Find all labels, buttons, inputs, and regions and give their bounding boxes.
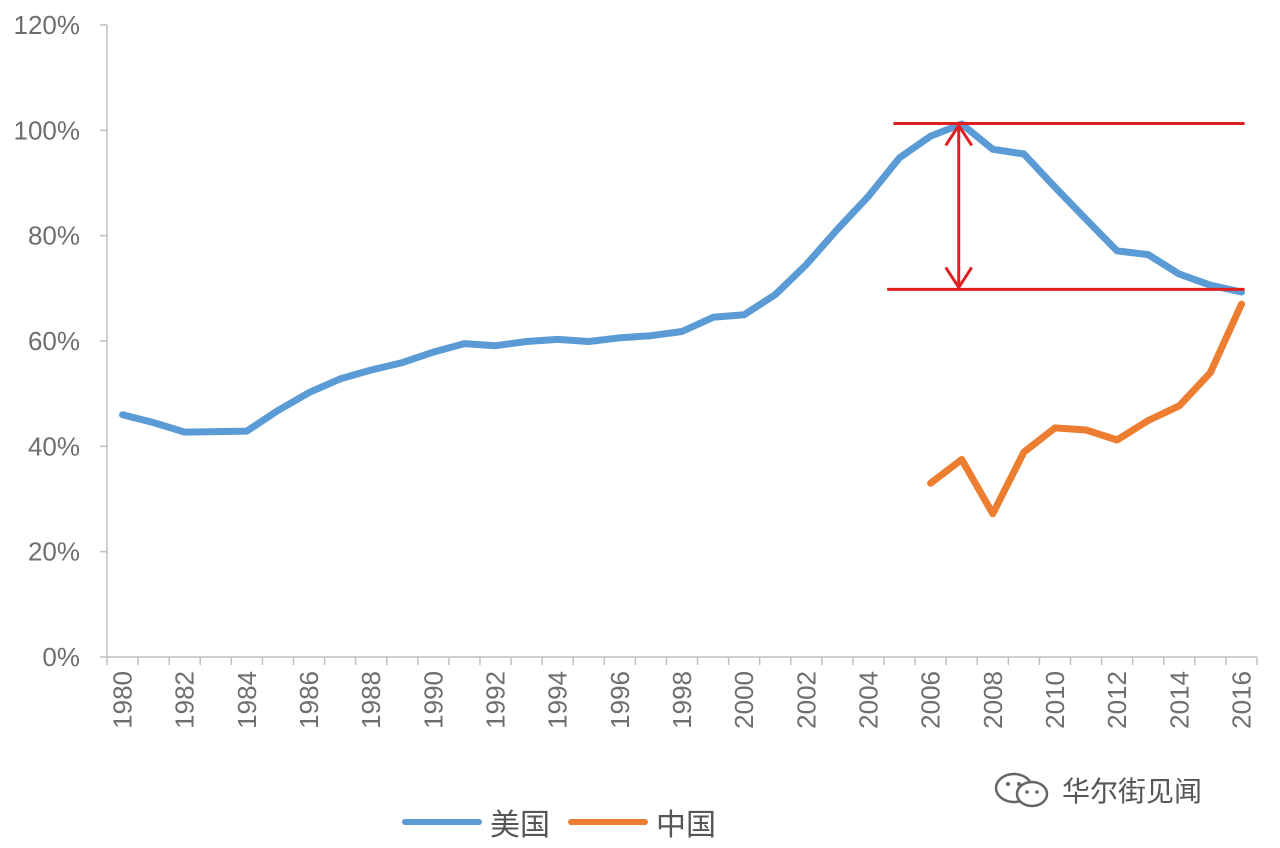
y-tick-label: 100% [14, 115, 81, 145]
series-line-usa [119, 120, 1245, 436]
series-lines [119, 120, 1245, 518]
y-tick-label: 40% [28, 431, 80, 461]
legend-label-china: 中国 [656, 808, 716, 843]
wechat-icon [992, 770, 1056, 810]
y-tick-label: 60% [28, 326, 80, 356]
legend-swatch-china [568, 819, 648, 825]
watermark-text: 华尔街见闻 [1062, 775, 1203, 808]
y-axis: 0% 20% 40% 60% 80% 100% 120% [14, 10, 108, 672]
x-axis: 1980 1982 1984 1986 1988 1990 1992 1994 1996 1998… [106, 656, 1258, 729]
x-tick-label: 2000 [729, 671, 759, 729]
legend-item-china: 中国 [568, 800, 716, 844]
legend: 美国 中国 [402, 800, 716, 844]
annotation-markers [887, 121, 1245, 291]
legend-item-usa: 美国 [402, 800, 550, 844]
legend-swatch-usa [402, 819, 482, 825]
x-tick-label: 1980 [108, 671, 138, 729]
x-tick-label: 2010 [1040, 671, 1070, 729]
x-tick-label: 2004 [853, 671, 883, 729]
x-tick-label: 1982 [170, 671, 200, 729]
x-tick-label: 1996 [605, 671, 635, 729]
y-tick-label: 120% [14, 10, 81, 40]
x-tick-label: 2012 [1102, 671, 1132, 729]
x-tick-label: 2002 [791, 671, 821, 729]
legend-label-usa: 美国 [490, 808, 550, 843]
y-tick-label: 20% [28, 537, 80, 567]
x-tick-label: 1988 [356, 671, 386, 729]
y-tick-label: 0% [42, 642, 80, 672]
x-tick-label: 2006 [916, 671, 946, 729]
x-tick-label: 1992 [481, 671, 511, 729]
x-tick-label: 1984 [232, 671, 262, 729]
y-tick-label: 80% [28, 221, 80, 251]
x-tick-label: 1998 [667, 671, 697, 729]
arrow-head-down [944, 266, 973, 291]
x-tick-label: 2014 [1164, 671, 1194, 729]
x-tick-label: 2008 [978, 671, 1008, 729]
series-line-china [927, 300, 1245, 518]
watermark: 华尔街见闻 [992, 770, 1202, 810]
x-tick-label: 1990 [418, 671, 448, 729]
x-tick-label: 2016 [1226, 671, 1256, 729]
arrow-head-up [944, 122, 973, 147]
x-tick-label: 1994 [543, 671, 573, 729]
x-tick-label: 1986 [294, 671, 324, 729]
